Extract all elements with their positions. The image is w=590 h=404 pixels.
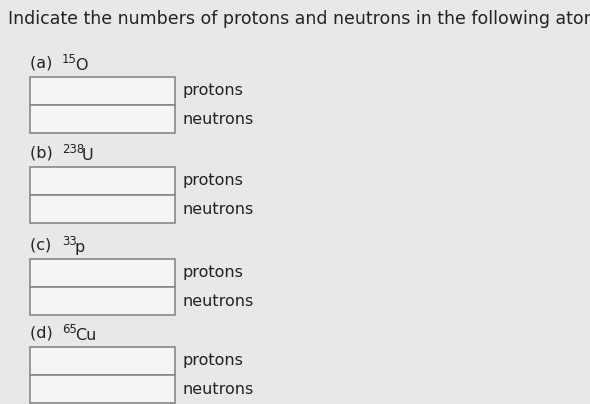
Text: (d): (d) [30,325,58,340]
Text: Cu: Cu [75,328,96,343]
Text: 65: 65 [62,323,77,336]
Text: neutrons: neutrons [183,381,254,396]
FancyBboxPatch shape [30,259,175,287]
Text: (a): (a) [30,55,57,70]
Text: p: p [75,240,85,255]
Text: protons: protons [183,354,244,368]
Text: protons: protons [183,265,244,280]
FancyBboxPatch shape [30,195,175,223]
Text: U: U [81,148,93,163]
FancyBboxPatch shape [30,105,175,133]
FancyBboxPatch shape [30,77,175,105]
Text: (c): (c) [30,237,57,252]
FancyBboxPatch shape [30,287,175,315]
Text: 238: 238 [62,143,84,156]
FancyBboxPatch shape [30,347,175,375]
Text: protons: protons [183,84,244,99]
Text: neutrons: neutrons [183,112,254,126]
Text: (b): (b) [30,145,58,160]
Text: protons: protons [183,173,244,189]
Text: 15: 15 [62,53,77,66]
Text: O: O [75,58,87,73]
Text: neutrons: neutrons [183,202,254,217]
FancyBboxPatch shape [30,167,175,195]
Text: neutrons: neutrons [183,293,254,309]
Text: Indicate the numbers of protons and neutrons in the following atoms.: Indicate the numbers of protons and neut… [8,10,590,28]
Text: 33: 33 [62,235,77,248]
FancyBboxPatch shape [30,375,175,403]
